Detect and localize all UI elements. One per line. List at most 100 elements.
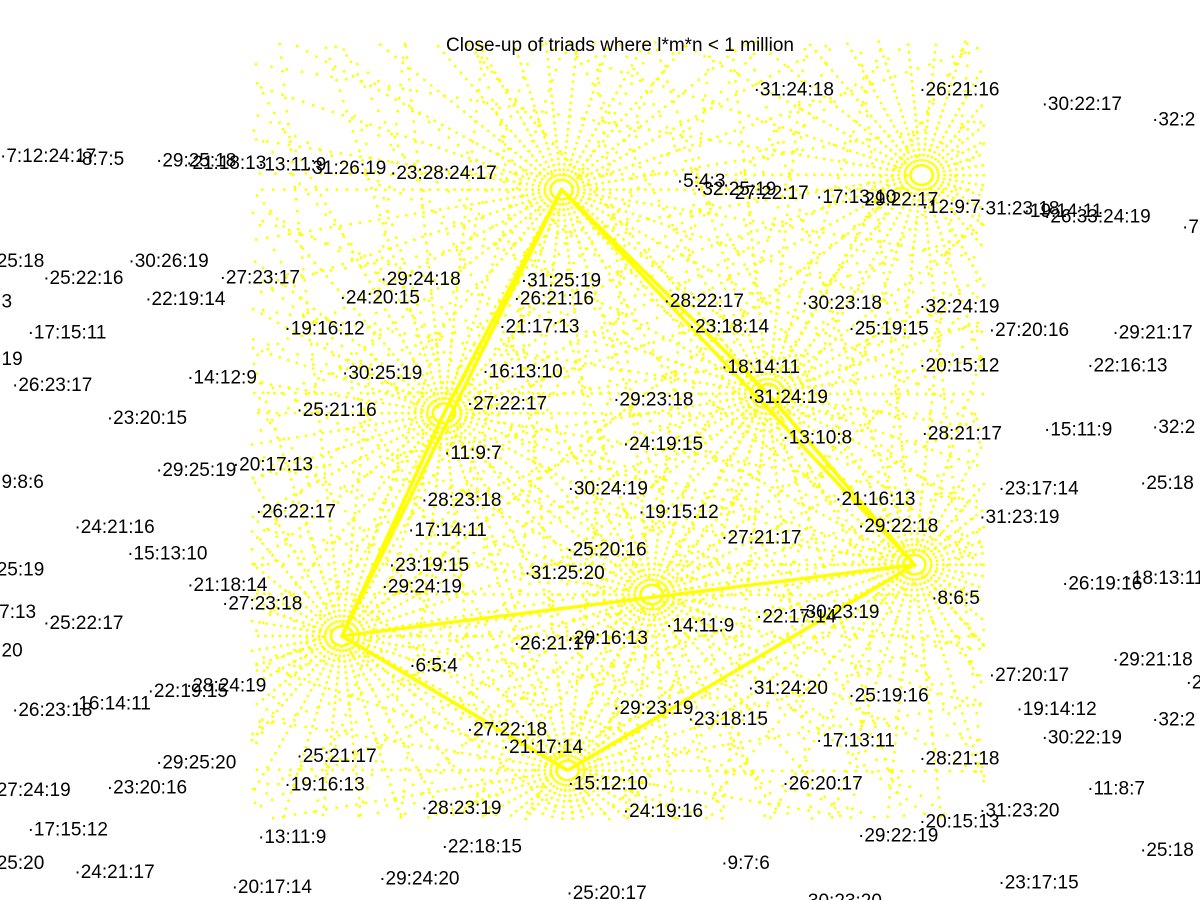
data-point xyxy=(941,291,945,295)
data-point xyxy=(428,419,431,423)
data-point xyxy=(634,682,638,686)
data-point xyxy=(543,188,547,192)
data-point xyxy=(815,579,819,582)
data-point xyxy=(688,414,692,418)
data-point xyxy=(389,488,393,492)
data-point xyxy=(445,312,449,315)
data-point xyxy=(453,616,457,619)
data-point xyxy=(392,617,395,620)
data-point xyxy=(424,379,427,382)
data-point xyxy=(335,78,338,82)
data-point xyxy=(792,132,795,136)
data-point xyxy=(904,483,908,487)
data-point xyxy=(346,580,350,584)
data-point xyxy=(347,703,351,707)
data-point xyxy=(967,51,971,55)
data-point xyxy=(564,202,568,206)
data-point xyxy=(596,615,600,618)
data-point xyxy=(603,314,606,318)
data-point xyxy=(581,181,585,184)
data-point xyxy=(533,197,536,201)
data-point xyxy=(901,542,905,546)
data-point xyxy=(505,344,509,347)
data-point xyxy=(374,574,378,578)
data-point xyxy=(563,219,567,222)
data-point xyxy=(658,241,661,245)
data-point xyxy=(866,114,869,118)
data-point xyxy=(861,653,865,657)
data-point xyxy=(905,587,908,591)
data-point xyxy=(597,254,601,257)
data-point xyxy=(304,188,308,192)
data-point xyxy=(451,325,455,328)
data-point xyxy=(325,188,329,192)
data-point xyxy=(911,130,915,134)
data-point xyxy=(590,171,593,175)
data-point xyxy=(455,371,459,374)
data-point xyxy=(935,563,939,567)
data-point xyxy=(307,595,311,599)
data-point xyxy=(459,500,462,503)
data-point xyxy=(464,626,468,629)
data-point xyxy=(635,72,639,75)
data-point xyxy=(572,73,576,76)
data-point xyxy=(299,656,303,660)
data-point xyxy=(611,147,615,151)
data-point xyxy=(975,453,979,456)
data-point xyxy=(462,224,466,228)
data-point xyxy=(575,141,579,145)
data-point xyxy=(728,698,732,702)
data-point xyxy=(462,110,466,114)
data-point xyxy=(384,556,388,560)
data-point xyxy=(504,690,508,694)
data-point xyxy=(599,722,602,726)
data-point xyxy=(611,278,615,282)
data-point xyxy=(266,347,270,351)
data-point xyxy=(332,610,336,613)
data-point xyxy=(429,370,433,374)
data-point xyxy=(893,301,897,305)
data-point xyxy=(755,563,758,566)
data-point xyxy=(758,149,762,153)
data-point xyxy=(401,418,405,422)
data-point xyxy=(596,216,599,220)
data-point xyxy=(836,563,840,566)
data-point xyxy=(499,787,503,791)
data-point xyxy=(975,673,979,677)
data-point xyxy=(523,532,527,536)
data-point xyxy=(369,84,372,88)
data-point xyxy=(309,659,313,662)
data-point xyxy=(415,328,419,331)
data-point xyxy=(448,598,451,601)
data-point xyxy=(386,390,390,393)
data-point xyxy=(815,188,819,192)
data-point xyxy=(885,647,889,650)
data-point xyxy=(678,284,682,287)
data-point xyxy=(366,655,370,659)
data-point xyxy=(481,634,484,638)
data-point xyxy=(536,703,540,707)
data-point xyxy=(537,120,541,123)
data-point xyxy=(479,477,483,481)
data-point xyxy=(537,501,541,505)
data-point xyxy=(702,265,705,269)
data-point xyxy=(373,405,376,409)
data-point xyxy=(260,731,264,735)
data-point xyxy=(908,605,912,609)
data-point xyxy=(651,349,655,352)
data-point xyxy=(425,372,429,376)
data-point xyxy=(445,227,448,231)
data-point xyxy=(281,666,285,670)
data-point xyxy=(441,751,444,755)
data-point xyxy=(324,548,328,552)
data-point xyxy=(542,588,546,592)
data-point xyxy=(538,163,542,167)
data-point xyxy=(831,715,835,719)
data-point xyxy=(408,471,412,475)
data-point xyxy=(361,659,365,663)
data-point xyxy=(824,399,828,403)
data-point xyxy=(864,102,868,105)
data-point xyxy=(355,496,358,500)
data-point xyxy=(311,367,315,370)
data-point xyxy=(954,570,957,573)
